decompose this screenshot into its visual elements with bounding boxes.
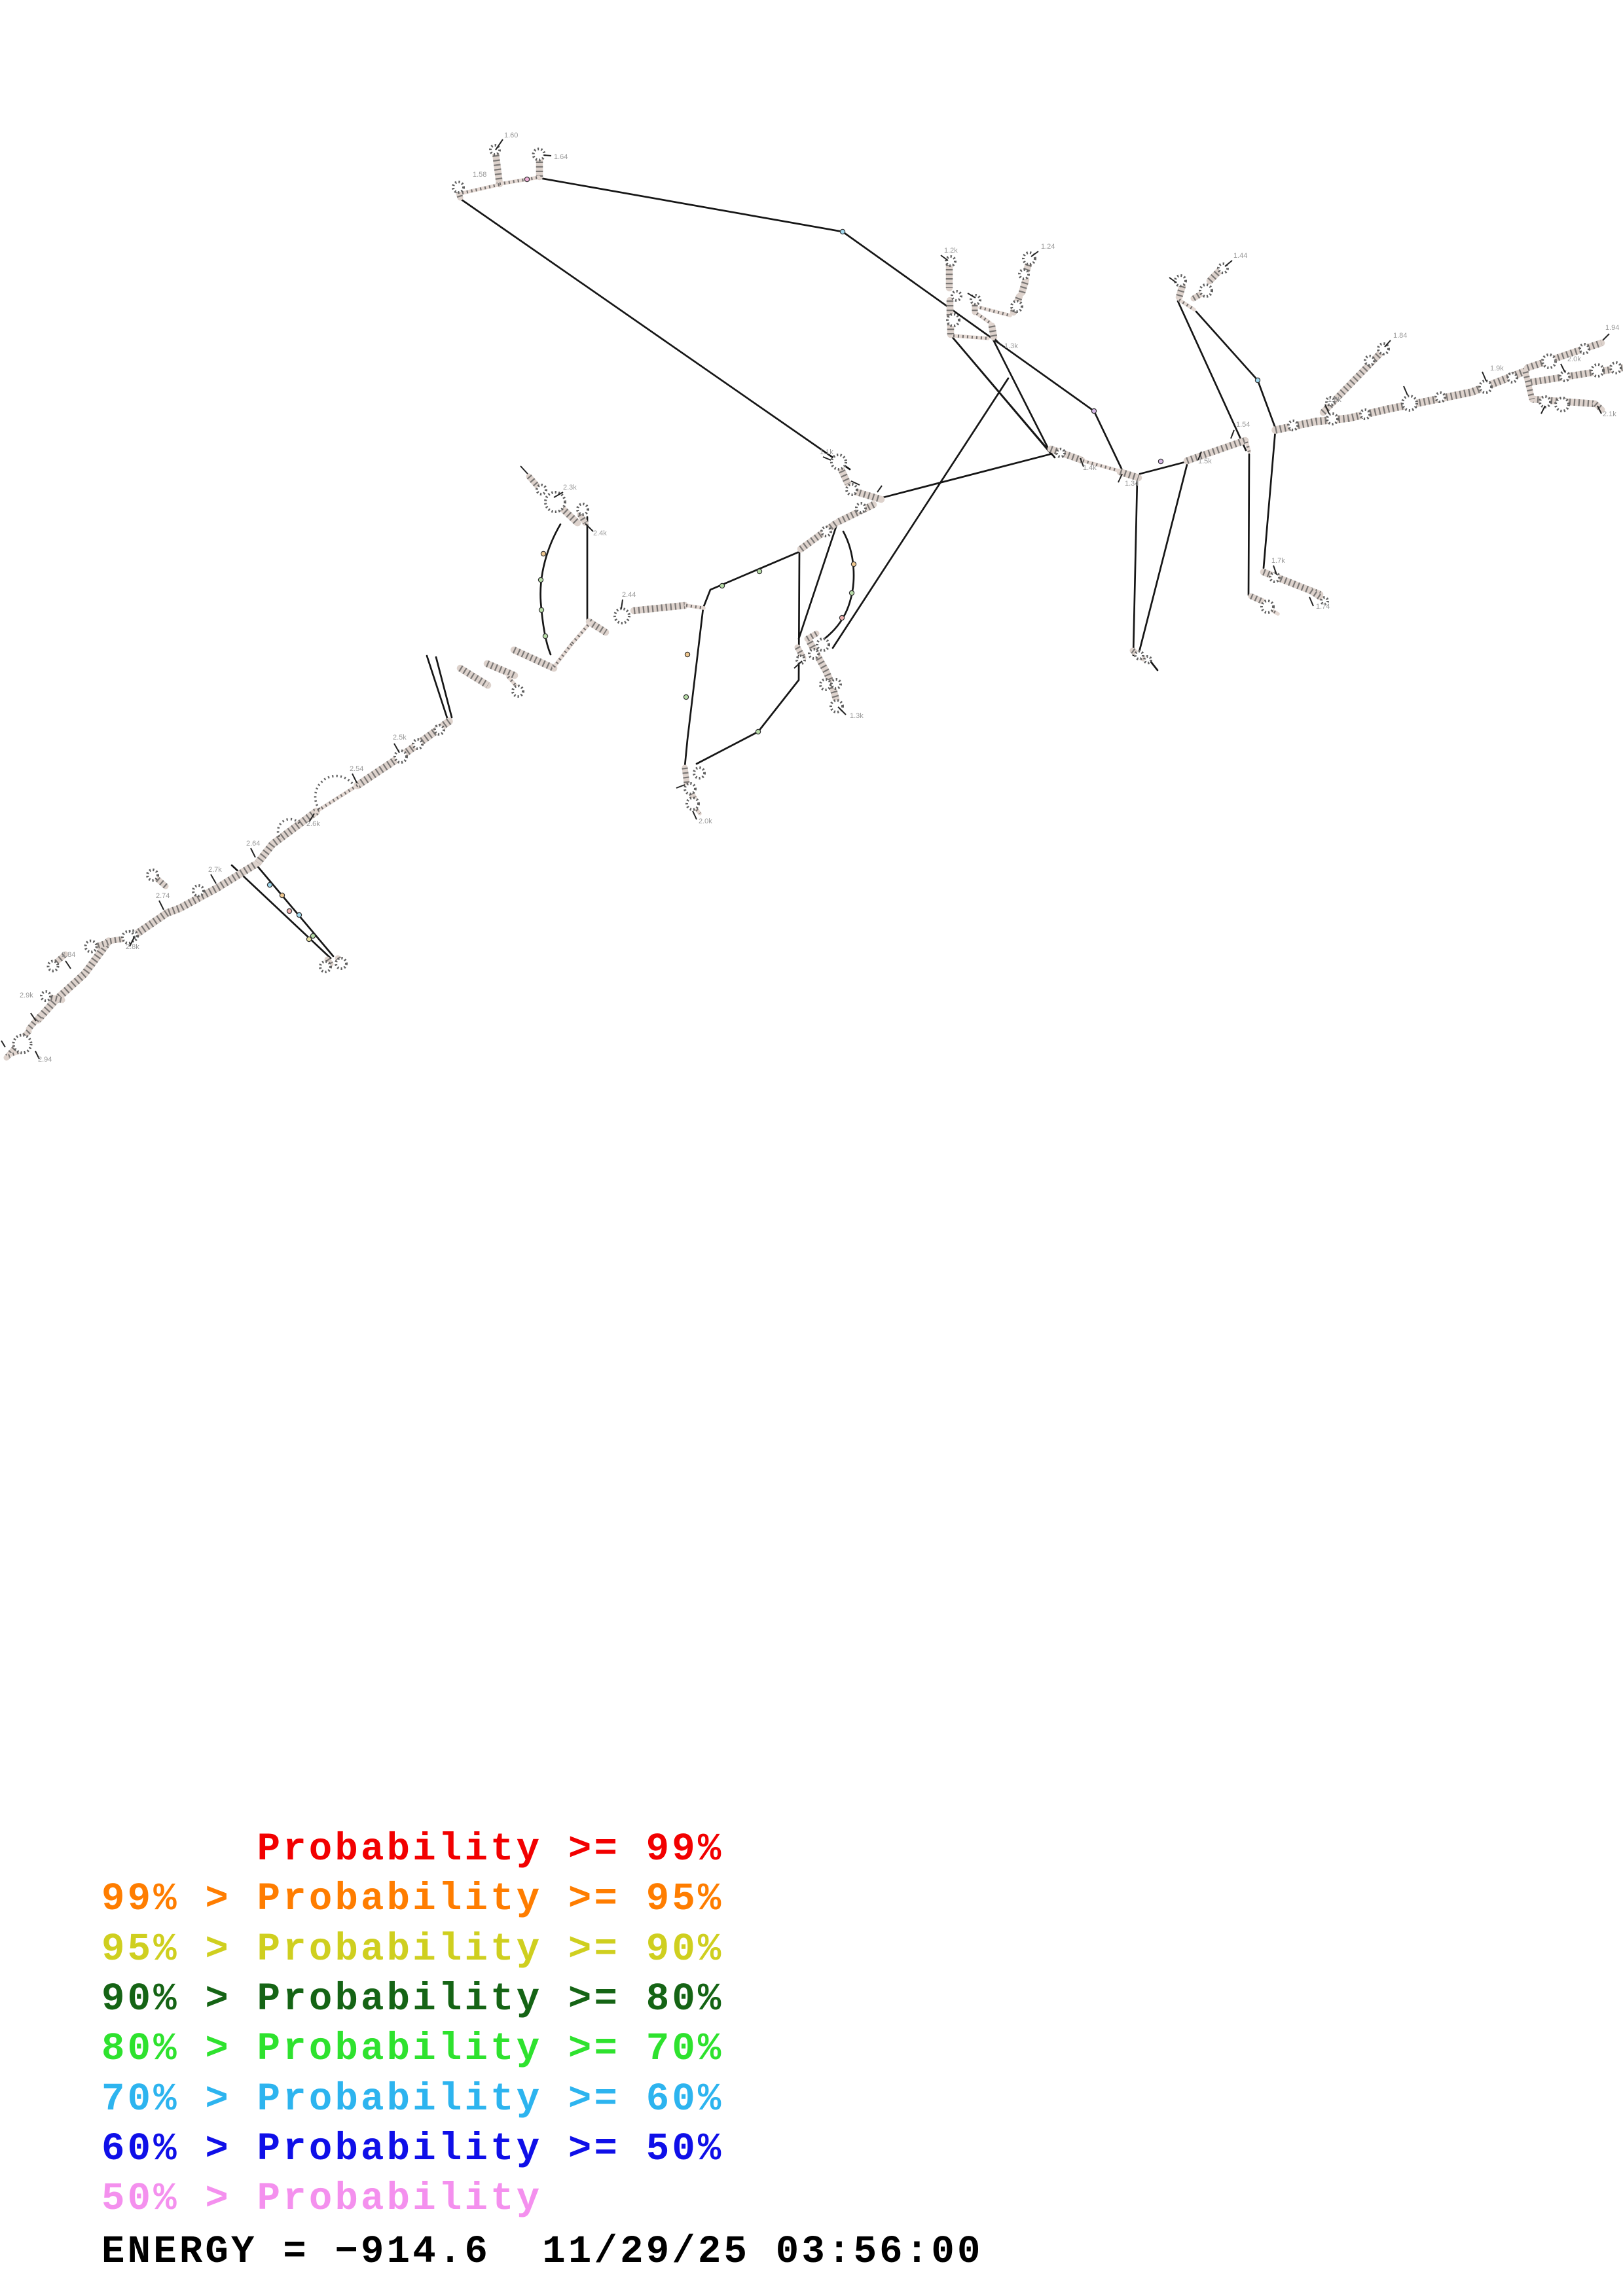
svg-text:2.94: 2.94	[38, 1056, 52, 1064]
svg-text:1.5k: 1.5k	[1198, 457, 1212, 465]
svg-text:2.54: 2.54	[350, 765, 363, 773]
svg-text:2.74: 2.74	[156, 892, 170, 900]
svg-text:1.2k: 1.2k	[944, 247, 958, 255]
svg-text:1.58: 1.58	[473, 171, 486, 179]
svg-text:1.3k: 1.3k	[850, 712, 864, 720]
svg-text:95% > Probability >= 90%: 95% > Probability >= 90%	[101, 1928, 724, 1971]
svg-text:50% > Probability: 50% > Probability	[101, 2177, 542, 2221]
svg-text:1.7k: 1.7k	[1271, 557, 1285, 565]
svg-text:2.84: 2.84	[62, 951, 75, 959]
svg-text:60% > Probability >= 50%: 60% > Probability >= 50%	[101, 2127, 724, 2171]
svg-text:1.60: 1.60	[504, 132, 518, 139]
svg-text:2.7k: 2.7k	[208, 866, 222, 874]
svg-text:1.8k: 1.8k	[1328, 396, 1341, 404]
svg-text:2.0k: 2.0k	[699, 817, 712, 825]
svg-text:2.8k: 2.8k	[126, 943, 139, 951]
svg-text:2.44: 2.44	[622, 591, 636, 599]
svg-text:2.6k: 2.6k	[306, 820, 320, 828]
svg-text:2.0k: 2.0k	[1567, 355, 1581, 363]
svg-text:Probability >= 99%: Probability >= 99%	[257, 1827, 724, 1871]
svg-text:2.3k: 2.3k	[563, 484, 577, 492]
svg-text:1.84: 1.84	[1393, 332, 1407, 340]
svg-text:1.9k: 1.9k	[1490, 365, 1504, 372]
svg-text:1.1k: 1.1k	[820, 448, 833, 456]
svg-text:1.64: 1.64	[554, 153, 568, 161]
svg-text:1.24: 1.24	[1041, 243, 1055, 251]
svg-text:1.4k: 1.4k	[1083, 464, 1097, 472]
svg-text:1.44: 1.44	[1233, 252, 1247, 260]
svg-text:2.5k: 2.5k	[393, 734, 407, 742]
svg-text:90% > Probability >= 80%: 90% > Probability >= 80%	[101, 1977, 724, 2021]
svg-text:99% > Probability >= 95%: 99% > Probability >= 95%	[101, 1877, 724, 1921]
svg-text:2.4k: 2.4k	[593, 529, 607, 537]
svg-text:80% > Probability >= 70%: 80% > Probability >= 70%	[101, 2027, 724, 2071]
svg-text:2.1k: 2.1k	[1603, 410, 1616, 418]
svg-text:1.3k: 1.3k	[1004, 342, 1018, 350]
svg-text:1.74: 1.74	[1316, 603, 1330, 611]
svg-text:1.54: 1.54	[1236, 421, 1250, 429]
svg-text:70% > Probability >= 60%: 70% > Probability >= 60%	[101, 2077, 724, 2121]
svg-text:1.34: 1.34	[1125, 480, 1139, 488]
svg-text:2.64: 2.64	[246, 840, 260, 848]
svg-text:1.94: 1.94	[1605, 324, 1619, 332]
svg-text:2.9k: 2.9k	[20, 992, 33, 999]
svg-text:ENERGY = −914.6 11/29/25 03:5: ENERGY = −914.6 11/29/25 03:56:00	[101, 2230, 983, 2274]
